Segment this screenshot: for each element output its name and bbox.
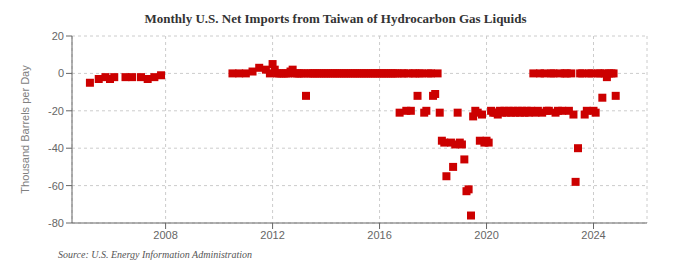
svg-text:2024: 2024 (581, 229, 605, 241)
svg-text:0: 0 (58, 67, 64, 79)
svg-text:2016: 2016 (367, 229, 391, 241)
svg-text:Thousand Barrels per Day: Thousand Barrels per Day (19, 65, 31, 194)
svg-text:2012: 2012 (260, 229, 284, 241)
svg-text:-40: -40 (48, 142, 64, 154)
svg-text:20: 20 (52, 30, 64, 42)
svg-text:-60: -60 (48, 180, 64, 192)
svg-text:2008: 2008 (153, 229, 177, 241)
svg-text:-80: -80 (48, 217, 64, 229)
html-text:Monthly U.S. Net Imports from: Monthly U.S. Net Imports from Taiwan of … (144, 11, 527, 26)
html-text:Source: U.S. Energy Informatio: Source: U.S. Energy Information Administ… (58, 249, 253, 260)
svg-text:2020: 2020 (474, 229, 498, 241)
svg-text:-20: -20 (48, 105, 64, 117)
